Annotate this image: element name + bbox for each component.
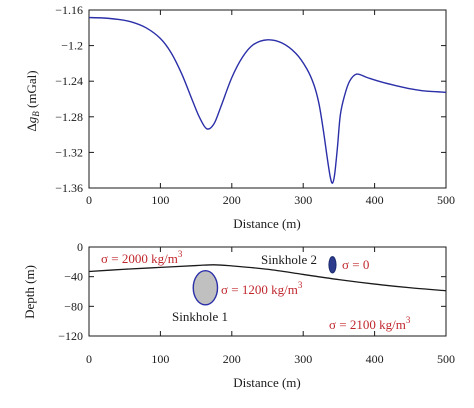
- sinkhole-2-label: Sinkhole 2: [261, 252, 317, 267]
- gravity-x-axis-label: Distance (m): [233, 216, 301, 231]
- x-tick-label: 300: [294, 352, 312, 366]
- sigma-sinkhole-1-annotation: σ = 1200 kg/m3: [221, 280, 303, 297]
- y-tick-label: 0: [77, 240, 83, 254]
- y-tick-label: −1.28: [55, 110, 83, 124]
- sinkhole-1-label: Sinkhole 1: [172, 309, 228, 324]
- x-tick-label: 500: [437, 352, 455, 366]
- x-tick-label: 100: [151, 193, 169, 207]
- x-tick-label: 400: [366, 352, 384, 366]
- x-tick-label: 200: [223, 352, 241, 366]
- x-tick-label: 300: [294, 193, 312, 207]
- sigma-top-annotation: σ = 2000 kg/m3: [101, 249, 183, 266]
- gravity-plot-frame: [88, 9, 447, 189]
- y-tick-label: −1.36: [55, 181, 83, 195]
- gravity-anomaly-line: [88, 16, 447, 184]
- y-tick-label: −1.2: [61, 39, 83, 53]
- x-tick-label: 100: [151, 352, 169, 366]
- gravity-y-axis-label: ΔgB (mGal): [24, 70, 41, 131]
- y-tick-label: −1.24: [55, 74, 83, 88]
- y-tick-label: −120: [58, 329, 83, 343]
- sigma-bottom-annotation: σ = 2100 kg/m3: [329, 315, 411, 332]
- x-tick-label: 400: [366, 193, 384, 207]
- depth-chart: 0 −40 −80 −120 0 100 200 300 400 500 σ = 2000 kg…: [22, 240, 455, 390]
- y-tick-label: −1.32: [55, 145, 83, 159]
- depth-y-axis-label: Depth (m): [22, 265, 37, 319]
- x-tick-label: 200: [223, 193, 241, 207]
- depth-x-axis-label: Distance (m): [233, 375, 301, 390]
- gravity-x-ticks: 0 100 200 300 400 500: [86, 10, 455, 207]
- sigma-sinkhole-2-annotation: σ = 0: [342, 257, 369, 272]
- sinkhole-2-shape: [328, 256, 337, 274]
- depth-y-ticks: 0 −40 −80 −120: [58, 240, 446, 343]
- depth-plot-frame: [88, 246, 447, 337]
- y-tick-label: −40: [64, 270, 83, 284]
- y-tick-label: −80: [64, 299, 83, 313]
- gravity-y-ticks: −1.16 −1.2 −1.24 −1.28 −1.32 −1.36: [55, 3, 446, 195]
- gravity-chart: −1.16 −1.2 −1.24 −1.28 −1.32 −1.36 0 100 200 300…: [24, 3, 455, 231]
- sinkhole-1-shape: [192, 270, 219, 306]
- layer-boundary-line: [88, 264, 447, 292]
- x-tick-label: 0: [86, 193, 92, 207]
- x-tick-label: 500: [437, 193, 455, 207]
- y-tick-label: −1.16: [55, 3, 83, 17]
- depth-x-ticks: 0 100 200 300 400 500: [86, 247, 455, 366]
- x-tick-label: 0: [86, 352, 92, 366]
